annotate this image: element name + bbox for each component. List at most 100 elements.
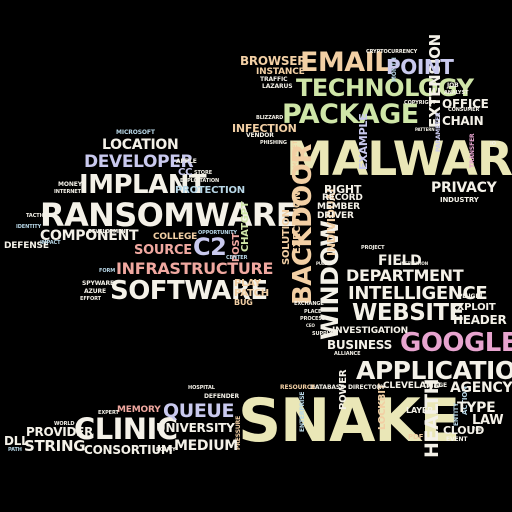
word-defender: DEFENDER [204, 393, 240, 400]
word-point: POINT [386, 55, 454, 79]
word-fbi: FBI [472, 427, 481, 433]
word-spyware: SPYWARE [82, 280, 114, 287]
word-c2: C2 [193, 233, 227, 261]
word-type: TYPE [457, 400, 496, 416]
word-office: OFFICE [442, 97, 489, 111]
word-directory: DIRECTORY [348, 384, 386, 391]
word-institution: INSTITUTION [400, 261, 428, 266]
word-internet: INTERNET [54, 189, 81, 195]
word-driver: DRIVER [317, 211, 354, 221]
word-consortium: CONSORTIUM [84, 443, 173, 457]
word-industry: INDUSTRY [440, 196, 479, 204]
word-policy: POLICY [156, 447, 176, 453]
word-infection: INFECTION [232, 122, 297, 135]
word-store: STORE [194, 170, 213, 176]
word-infrastructure: INFRASTRUCTURE [116, 259, 274, 278]
word-effort: EFFORT [80, 296, 101, 302]
word-protection: PROTECTION [175, 185, 245, 196]
word-development: DEVELOPMENT [88, 229, 129, 235]
word-apple: APPLE [176, 158, 197, 165]
word-software: SOFTWARE [110, 276, 268, 306]
word-stage: STAGE [426, 382, 448, 389]
word-cc: CC [178, 167, 193, 178]
word-form: FORM [99, 268, 116, 274]
word-cloud: CLOUD [443, 424, 485, 437]
word-lazarus: LAZARUS [262, 83, 293, 90]
word-money: MONEY [58, 181, 82, 188]
word-medium: MEDIUM [174, 438, 238, 454]
word-center: CENTER [226, 255, 248, 261]
word-string: STRING [24, 437, 86, 455]
word-component: COMPONENT [40, 228, 139, 244]
word-execution: EXECUTION [292, 191, 303, 254]
word-exploit: EXPLOIT [450, 302, 496, 313]
word-agency: AGENCY [450, 380, 512, 396]
word-copyright: COPYRIGHT [404, 100, 436, 106]
word-location: LOCATION [102, 137, 179, 153]
word-ransomware: RANSOMWARE [40, 196, 298, 234]
word-privacy: PRIVACY [431, 180, 497, 196]
word-azure: AZURE [84, 288, 106, 295]
word-layer: LAYER [406, 406, 434, 415]
word-law: LAW [472, 413, 504, 428]
word-enterprise: ENTERPRISE [299, 391, 306, 432]
word-solution: SOLUTION [281, 209, 292, 265]
word-business: BUSINESS [327, 338, 393, 352]
word-developer: DEVELOPER [84, 152, 194, 172]
word-play: PLAY [234, 278, 261, 289]
word-pulse: PULSE [316, 261, 330, 266]
word-project: PROJECT [361, 245, 385, 251]
word-place: PLACE [304, 309, 322, 315]
word-university: UNIVERSITY [156, 421, 235, 435]
word-impact: IMPACT [40, 240, 61, 246]
word-pdf: PDF [408, 433, 424, 441]
word-record: RECORD [322, 193, 363, 203]
word-memory: MEMORY [117, 405, 161, 415]
word-identity: IDENTITY [16, 224, 42, 230]
word-browser: BROWSER [240, 54, 307, 68]
word-bug: BUG [234, 298, 253, 307]
word-event: EVENT [446, 436, 468, 443]
word-technology: TECHNOLOGY [296, 74, 474, 102]
word-supply: SUPPLY [312, 331, 333, 337]
word-plugin: PLUGIN [458, 293, 483, 300]
word-college: COLLEGE [153, 232, 198, 242]
word-source: SOURCE [134, 243, 192, 258]
word-application: APPLICATION [356, 356, 512, 385]
word-cleveland: CLEVELAND [383, 381, 441, 391]
word-example: EXAMPLE [357, 113, 370, 170]
word-exchange: EXCHANGE [294, 301, 324, 307]
word-email: EMAIL [300, 47, 391, 78]
word-ceo: CEO [306, 323, 315, 328]
word-website: WEBSITE [352, 300, 464, 326]
word-database: DATABASE [310, 384, 345, 391]
word-cryptocurrency: CRYPTOCURRENCY [366, 49, 418, 55]
word-job: JOB [447, 82, 459, 89]
word-tactic: TACTIC [26, 213, 45, 219]
word-transfer: TRANSFER [469, 133, 476, 168]
word-expert: EXPERT [98, 410, 119, 416]
word-exploitation: EXPLOITATION [180, 178, 220, 184]
word-dll: DLL [4, 434, 29, 448]
word-chain: CHAIN [442, 114, 484, 128]
word-process: PROCESS [300, 316, 326, 322]
word-opportunity: OPPORTUNITY [198, 230, 237, 236]
word-member: MEMBER [317, 202, 360, 212]
word-provider: PROVIDER [26, 425, 94, 439]
word-header: HEADER [453, 313, 507, 327]
word-blizzard: BLIZZARD [256, 115, 284, 121]
word-investigation: INVESTIGATION [332, 326, 408, 336]
word-patch: PATCH [234, 288, 269, 299]
word-defense: DEFENSE [4, 241, 49, 251]
word-snake: SNAKE [238, 386, 461, 456]
word-clinic: CLINIC [74, 412, 178, 446]
word-vendor: VENDOR [246, 132, 274, 139]
word-pattern: PATTERN [415, 127, 435, 132]
word-implant: IMPLANT [79, 170, 207, 200]
word-io: IO [490, 141, 496, 147]
word-right: RIGHT [324, 183, 362, 196]
word-world: WORLD [54, 421, 75, 427]
word-analyst: ANALYST [444, 90, 469, 96]
word-microsoft: MICROSOFT [116, 129, 155, 136]
